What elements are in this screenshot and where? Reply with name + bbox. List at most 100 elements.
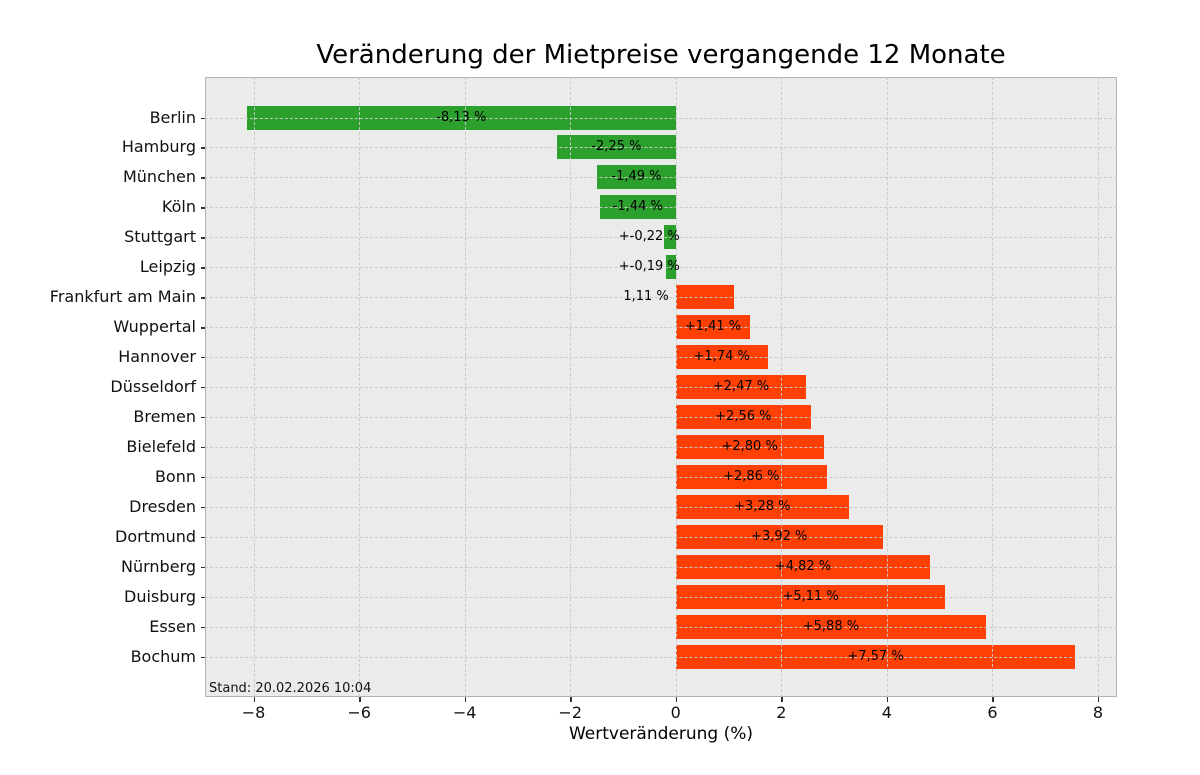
x-tick-label-4: 4: [881, 703, 892, 722]
bar-value-label-dusseldorf: +2,47 %: [712, 379, 770, 395]
y-tick-label-hamburg: Hamburg: [121, 137, 196, 157]
bar-value-label-berlin: -8,13 %: [436, 109, 487, 125]
chart-title: Veränderung der Mietpreise vergangende 1…: [316, 40, 1006, 70]
x-tick-label-0: 0: [670, 703, 681, 722]
gridline-x-8: [1098, 77, 1099, 697]
y-tick-mark-wuppertal: [201, 327, 205, 329]
x-tick-mark-4: [886, 697, 889, 702]
gridline-x-6: [992, 77, 994, 697]
bar-value-label-leipzig: +-0,19 %: [618, 259, 680, 275]
bar-value-label-hamburg: -2,25 %: [591, 139, 642, 155]
y-tick-mark-frankfurt-am-main: [201, 297, 205, 299]
gridline-y-bochum: [205, 656, 1117, 658]
bar-value-label-dortmund: +3,92 %: [751, 528, 808, 544]
x-tick-label--6: −6: [347, 703, 371, 722]
x-tick-mark--6: [359, 697, 361, 702]
x-tick-mark--8: [253, 697, 255, 702]
y-tick-label-wuppertal: Wuppertal: [113, 317, 196, 337]
y-tick-label-nurnberg: Nürnberg: [121, 556, 196, 576]
gridline-y-koln: [205, 207, 1117, 209]
y-tick-label-frankfurt-am-main: Frankfurt am Main: [49, 287, 196, 307]
bar-value-label-bremen: +2,56 %: [715, 409, 772, 424]
gridline-y-munchen: [205, 177, 1117, 179]
y-tick-label-stuttgart: Stuttgart: [124, 227, 196, 247]
y-tick-label-bielefeld: Bielefeld: [126, 436, 196, 456]
x-tick-mark-8: [1098, 697, 1100, 702]
x-tick-label--8: −8: [241, 703, 266, 722]
bar-value-label-munchen: -1,49 %: [611, 169, 662, 185]
y-tick-label-berlin: Berlin: [149, 107, 196, 127]
gridline-y-dusseldorf: [205, 387, 1117, 389]
y-tick-mark-essen: [201, 626, 205, 629]
y-tick-label-dortmund: Dortmund: [115, 526, 196, 546]
gridline-y-berlin: [205, 117, 1117, 119]
gridline-x--4: [464, 77, 466, 697]
y-tick-label-leipzig: Leipzig: [139, 257, 196, 277]
x-tick-label-8: 8: [1092, 703, 1104, 722]
gridline-y-duisburg: [205, 596, 1117, 598]
y-tick-label-munchen: München: [122, 167, 196, 187]
y-tick-label-duisburg: Duisburg: [124, 586, 196, 606]
gridline-x-0: [675, 77, 677, 697]
gridline-y-wuppertal: [205, 327, 1117, 329]
bar-value-label-bielefeld: +2,80 %: [721, 438, 778, 454]
y-tick-label-essen: Essen: [149, 616, 196, 636]
bar-value-label-koln: -1,44 %: [612, 199, 663, 215]
bar-value-label-bochum: +7,57 %: [847, 648, 904, 664]
gridline-y-stuttgart: [205, 237, 1117, 239]
gridline-x-2: [781, 77, 783, 697]
gridline-y-dortmund: [205, 536, 1117, 538]
x-tick-label--2: −2: [558, 703, 583, 722]
x-tick-mark--2: [570, 697, 572, 702]
footnote-stand: Stand: 20.02.2026 10:04: [209, 681, 372, 696]
y-tick-mark-dusseldorf: [201, 387, 205, 389]
gridline-y-dresden: [205, 506, 1117, 508]
gridline-x--8: [253, 77, 255, 697]
bar-value-label-nurnberg: +4,82 %: [774, 558, 832, 574]
gridline-y-bremen: [205, 417, 1117, 418]
y-tick-label-bremen: Bremen: [133, 407, 196, 426]
gridline-y-hannover: [205, 357, 1117, 359]
x-tick-label-2: 2: [776, 703, 787, 722]
y-tick-label-dusseldorf: Düsseldorf: [110, 377, 196, 397]
bar-value-label-duisburg: +5,11 %: [782, 588, 839, 604]
y-tick-mark-nurnberg: [201, 566, 205, 569]
y-tick-mark-bielefeld: [201, 446, 205, 449]
gridline-x-4: [886, 77, 888, 697]
y-tick-mark-dresden: [201, 506, 205, 509]
gridline-y-leipzig: [205, 267, 1117, 269]
gridline-x--6: [359, 77, 361, 697]
y-tick-mark-stuttgart: [201, 237, 205, 239]
bar-value-label-essen: +5,88 %: [802, 618, 860, 634]
y-tick-label-bonn: Bonn: [154, 466, 196, 486]
gridline-y-bielefeld: [205, 446, 1117, 448]
x-axis-label: Wertveränderung (%): [568, 724, 754, 744]
bar-value-label-wuppertal: +1,41 %: [684, 319, 742, 335]
y-tick-mark-hannover: [201, 357, 205, 359]
y-tick-mark-dortmund: [201, 536, 205, 539]
y-tick-mark-munchen: [201, 177, 205, 179]
y-tick-label-hannover: Hannover: [118, 347, 196, 367]
gridline-y-bonn: [205, 476, 1117, 478]
x-tick-mark--4: [464, 697, 467, 702]
y-tick-label-dresden: Dresden: [129, 496, 196, 516]
gridline-y-frankfurt-am-main: [205, 297, 1117, 299]
y-tick-mark-hamburg: [201, 147, 205, 149]
gridline-y-nurnberg: [205, 566, 1117, 568]
x-tick-mark-0: [675, 697, 678, 702]
y-tick-mark-leipzig: [201, 267, 205, 269]
bar-value-label-bonn: +2,86 %: [723, 468, 780, 484]
y-tick-label-koln: Köln: [161, 197, 196, 217]
gridline-y-hamburg: [205, 147, 1117, 149]
y-tick-mark-koln: [201, 207, 205, 209]
gridline-y-essen: [205, 626, 1117, 628]
y-tick-mark-duisburg: [201, 596, 205, 599]
x-tick-label-6: 6: [987, 703, 998, 722]
bar-value-label-stuttgart: +-0,22 %: [618, 229, 680, 245]
y-tick-mark-bonn: [201, 476, 205, 479]
x-tick-mark-6: [992, 697, 994, 702]
x-tick-mark-2: [781, 697, 783, 702]
y-tick-mark-bochum: [201, 656, 205, 658]
bar-value-label-dresden: +3,28 %: [734, 498, 791, 514]
